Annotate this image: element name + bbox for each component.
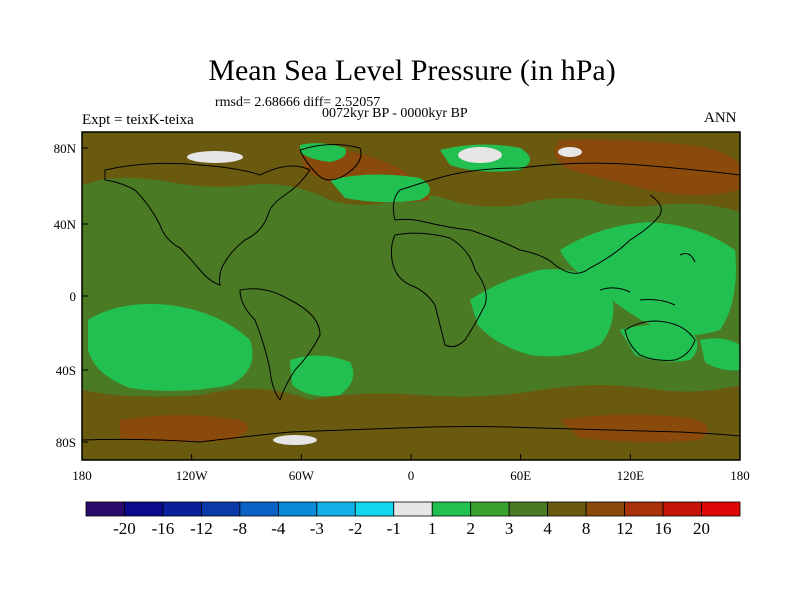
field-green-indian-ocean: [470, 269, 614, 357]
colorbar-swatch: [162, 501, 202, 517]
latitude-ticks: 80N 40N 0 40S 80S: [54, 141, 88, 450]
field-patch-southern-ocean-2: [560, 414, 708, 443]
lon-label: 60E: [510, 468, 531, 483]
lon-label: 120W: [176, 468, 209, 483]
field-green-south-pacific: [88, 304, 253, 391]
colorbar-label: 3: [505, 519, 514, 538]
colorbar-swatch: [354, 501, 395, 517]
lon-label: 0: [408, 468, 415, 483]
colorbar-label: -3: [310, 519, 324, 538]
colorbar-label: 1: [428, 519, 437, 538]
field-green-south-pacific-east: [700, 338, 740, 371]
field-patch-siberia: [554, 139, 740, 195]
lon-label: 180: [72, 468, 92, 483]
field-green-south-atlantic: [290, 355, 354, 397]
coast-south-america: [239, 288, 321, 402]
lon-label: 180: [730, 468, 750, 483]
lat-label: 0: [70, 289, 77, 304]
colorbar-swatch: [85, 501, 125, 517]
colorbar-swatch: [701, 501, 741, 517]
colorbar-swatch: [470, 501, 510, 517]
map-title: Mean Sea Level Pressure (in hPa): [208, 54, 616, 87]
experiment-label: Expt = teixK-teixa: [82, 112, 194, 128]
pressure-field: [82, 132, 740, 460]
colorbar-swatch: [239, 501, 279, 517]
colorbar-swatch: [431, 501, 472, 517]
field-green-north-atlantic: [330, 174, 430, 203]
time-period-label: 0072kyr BP - 0000kyr BP: [322, 106, 468, 121]
coast-australia: [624, 320, 696, 361]
field-green-greenland: [300, 143, 346, 162]
coastlines: [82, 144, 740, 443]
lon-label: 60W: [289, 468, 315, 483]
coast-antarctica: [82, 426, 740, 443]
colorbar-label: -12: [190, 519, 213, 538]
field-neutral-arctic: [458, 147, 502, 163]
colorbar-label: -1: [387, 519, 401, 538]
colorbar-swatch: [277, 501, 318, 517]
lat-label: 40N: [54, 217, 77, 232]
colorbar-swatch: [508, 501, 549, 517]
colorbar-label: -8: [233, 519, 247, 538]
colorbar-label: 4: [543, 519, 552, 538]
colorbar-label: -20: [113, 519, 136, 538]
colorbar-swatch: [547, 501, 587, 517]
colorbar-swatch: [624, 501, 664, 517]
colorbar-swatch: [585, 501, 625, 517]
field-green-west-pacific: [560, 222, 736, 335]
colorbar: -20 -16 -12 -8 -4 -3 -2 -1 1 2 3 4 8 12 16 20: [85, 501, 741, 538]
colorbar-label: 20: [693, 519, 710, 538]
colorbar-swatch: [393, 501, 433, 517]
colorbar-swatch: [662, 501, 702, 517]
colorbar-label: -16: [152, 519, 175, 538]
field-neutral-siberia: [558, 147, 582, 157]
coast-africa: [390, 232, 487, 348]
coast-eurasia: [392, 162, 740, 274]
coast-maritime-islands: [599, 253, 696, 306]
field-green-australia: [620, 325, 698, 362]
field-patch-southern-ocean-1: [120, 415, 248, 443]
colorbar-label: 16: [655, 519, 672, 538]
colorbar-label: -4: [271, 519, 286, 538]
field-neutral-antarctica: [273, 435, 317, 445]
lat-label: 80N: [54, 141, 77, 156]
longitude-ticks: 180 120W 60W 0 60E 120E 180: [72, 454, 750, 483]
colorbar-label: 12: [616, 519, 633, 538]
field-south-band: [82, 385, 740, 460]
season-label: ANN: [704, 110, 737, 126]
colorbar-label: 8: [582, 519, 591, 538]
lat-label: 80S: [56, 435, 76, 450]
coast-greenland: [299, 144, 362, 181]
rmsd-diff-stats: rmsd= 2.68666 diff= 2.52057: [215, 95, 381, 110]
field-neutral-canadian-arctic: [187, 151, 243, 163]
coast-north-america: [104, 162, 311, 286]
lat-label: 40S: [56, 363, 76, 378]
colorbar-swatch: [316, 501, 356, 517]
colorbar-swatch: [201, 501, 241, 517]
lon-label: 120E: [617, 468, 645, 483]
colorbar-swatch: [124, 501, 164, 517]
colorbar-label: -2: [348, 519, 362, 538]
colorbar-label: 2: [466, 519, 475, 538]
